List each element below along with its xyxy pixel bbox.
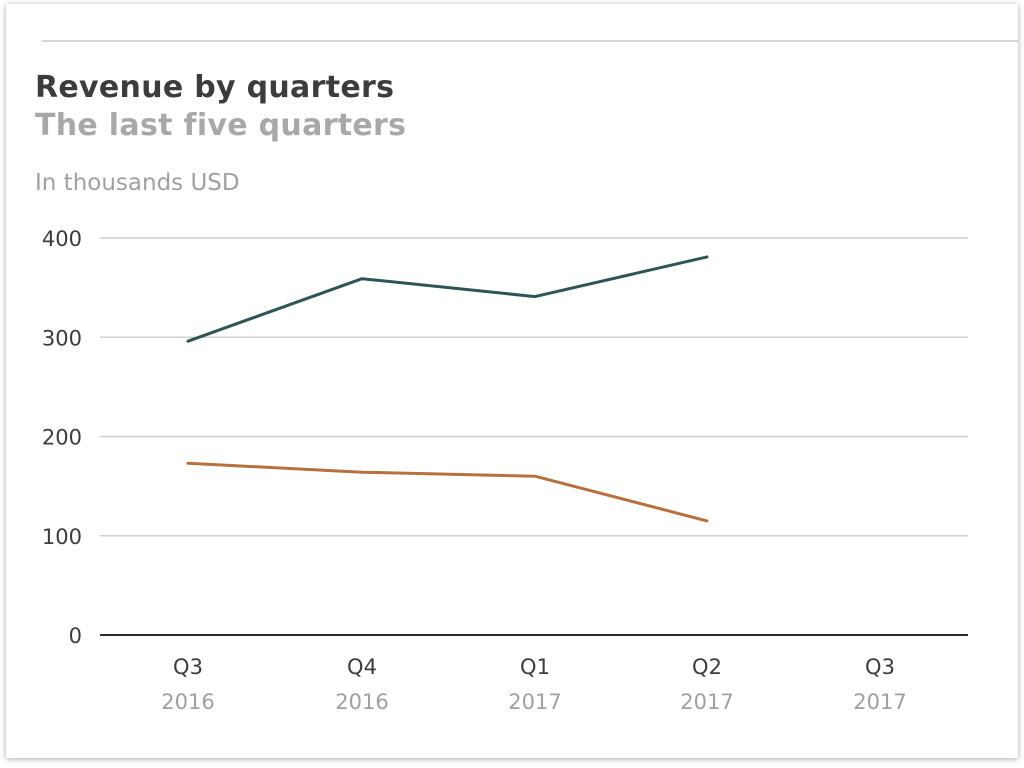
x-tick-year: 2016	[161, 690, 214, 714]
chart-card	[6, 4, 1018, 758]
x-tick-year: 2017	[508, 690, 561, 714]
x-tick-quarter: Q2	[692, 655, 722, 679]
x-tick-year: 2016	[335, 690, 388, 714]
chart-title: Revenue by quarters	[35, 70, 395, 105]
y-axis-ticks: 0 100 200 300 400	[42, 227, 82, 648]
top-divider	[42, 40, 1018, 42]
x-tick-quarter: Q3	[865, 655, 895, 679]
x-tick-quarter: Q4	[347, 655, 377, 679]
x-axis-ticks: Q3 2016 Q4 2016 Q1 2017 Q2 2017 Q3 2017	[161, 655, 906, 714]
series-line-2	[186, 461, 709, 523]
y-axis-label: In thousands USD	[35, 170, 240, 196]
y-tick-label: 200	[42, 426, 82, 450]
series-lines	[186, 255, 709, 523]
gridlines	[100, 237, 968, 636]
y-tick-label: 0	[69, 624, 82, 648]
x-tick-quarter: Q3	[173, 655, 203, 679]
chart-subtitle: The last five quarters	[35, 108, 407, 143]
x-tick-quarter: Q1	[520, 655, 550, 679]
y-tick-label: 100	[42, 525, 82, 549]
y-tick-label: 400	[42, 227, 82, 251]
x-tick-year: 2017	[853, 690, 906, 714]
y-tick-label: 300	[42, 326, 82, 350]
x-tick-year: 2017	[680, 690, 733, 714]
series-line-1	[186, 255, 709, 343]
